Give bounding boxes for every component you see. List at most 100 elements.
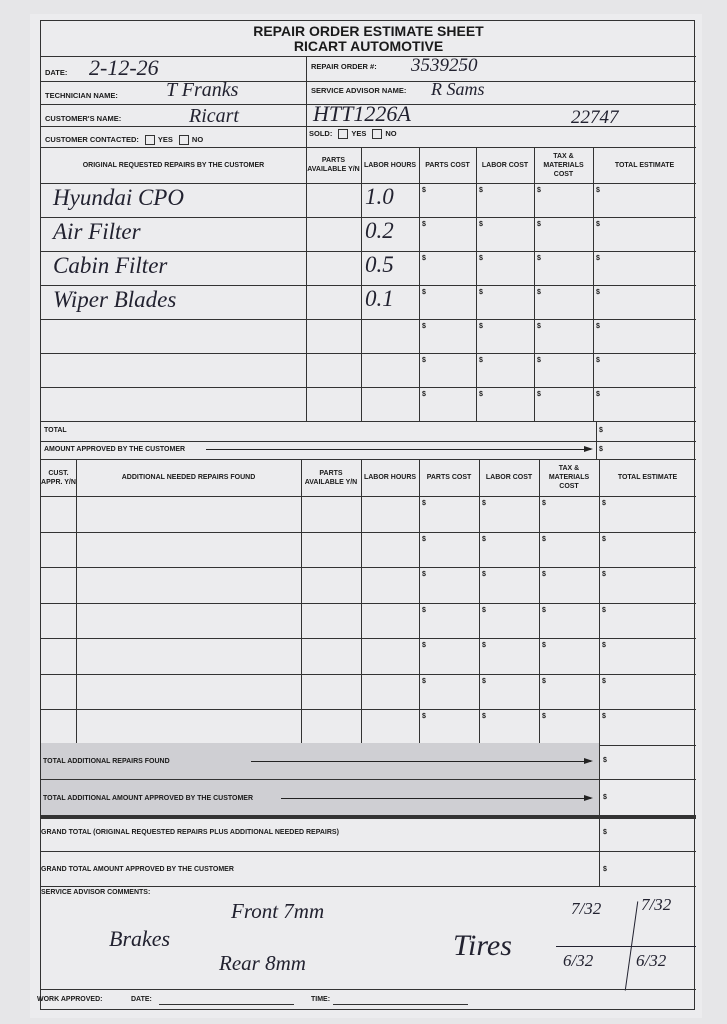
original-repair-item[interactable]: Hyundai CPO xyxy=(53,185,184,210)
labor-hours-cell[interactable]: 1.0 xyxy=(365,184,394,209)
additional-cost-cell[interactable]: $ xyxy=(422,606,426,614)
sold-yes-checkbox[interactable] xyxy=(338,129,349,140)
customer-name-field[interactable]: Ricart xyxy=(189,105,239,127)
additional-cost-cell[interactable]: $ xyxy=(422,642,426,649)
additional-cost-cell[interactable]: $ xyxy=(602,642,606,649)
original-repair-item[interactable]: Cabin Filter xyxy=(53,253,168,278)
additional-header-0: CUST. APPR. Y/N xyxy=(41,469,76,486)
additional-cost-cell[interactable]: $ xyxy=(422,571,426,578)
vehicle-id-field[interactable]: HTT1226A xyxy=(313,101,411,126)
amount-approved-value[interactable]: $ xyxy=(599,446,603,453)
original-row: $ $ $ $ xyxy=(41,387,696,421)
contacted-no-checkbox[interactable] xyxy=(178,135,189,146)
original-cost-cell[interactable]: $ xyxy=(422,357,426,364)
original-repair-item[interactable]: Air Filter xyxy=(53,219,141,244)
original-cost-cell[interactable]: $ xyxy=(596,391,600,398)
original-header-1: PARTS AVAILABLE Y/N xyxy=(307,157,360,173)
technician-field[interactable]: T Franks xyxy=(166,79,239,101)
original-header-5: TAX & MATERIALS COST xyxy=(543,152,584,178)
additional-cost-cell[interactable]: $ xyxy=(602,500,606,507)
additional-row: $ $ $ $ xyxy=(41,603,696,639)
labor-hours-cell[interactable]: 0.5 xyxy=(365,252,394,277)
original-cost-cell[interactable]: $ xyxy=(537,255,541,262)
paper-sheet xyxy=(30,14,702,1018)
additional-cost-cell[interactable]: $ xyxy=(422,713,426,720)
additional-cost-cell[interactable]: $ xyxy=(542,500,546,507)
original-cost-cell[interactable]: $ xyxy=(479,391,483,398)
additional-cost-cell[interactable]: $ xyxy=(542,571,546,578)
additional-cost-cell[interactable]: $ xyxy=(542,606,546,614)
original-total-value[interactable]: $ xyxy=(599,427,603,434)
original-cost-cell[interactable]: $ xyxy=(479,255,483,262)
contacted-yes-checkbox[interactable] xyxy=(144,135,155,146)
additional-cost-cell[interactable]: $ xyxy=(542,713,546,720)
original-cost-cell[interactable]: $ xyxy=(479,289,483,296)
service-advisor-field[interactable]: R Sams xyxy=(431,79,485,99)
original-cost-cell[interactable]: $ xyxy=(537,323,541,330)
repair-order-label: REPAIR ORDER #: xyxy=(311,62,377,71)
labor-hours-cell[interactable]: 0.1 xyxy=(365,286,394,311)
customer-contacted-label: CUSTOMER CONTACTED: YES NO xyxy=(45,135,204,146)
original-cost-cell[interactable]: $ xyxy=(537,357,541,364)
additional-cost-cell[interactable]: $ xyxy=(482,677,486,685)
additional-cost-cell[interactable]: $ xyxy=(482,642,486,649)
total-additional-value[interactable]: $ xyxy=(603,757,607,764)
additional-cost-cell[interactable]: $ xyxy=(602,535,606,543)
original-header-2: LABOR HOURS xyxy=(363,161,417,169)
date-field[interactable]: 2-12-26 xyxy=(89,55,159,80)
original-cost-cell[interactable]: $ xyxy=(596,289,600,296)
original-cost-cell[interactable]: $ xyxy=(422,391,426,398)
additional-cost-cell[interactable]: $ xyxy=(602,571,606,578)
original-cost-cell[interactable]: $ xyxy=(422,289,426,296)
additional-cost-cell[interactable]: $ xyxy=(422,535,426,543)
original-cost-cell[interactable]: $ xyxy=(596,323,600,330)
additional-cost-cell[interactable]: $ xyxy=(422,677,426,685)
original-cost-cell[interactable]: $ xyxy=(537,289,541,296)
original-repair-item[interactable]: Wiper Blades xyxy=(53,287,177,312)
comment-brakes: Brakes xyxy=(109,926,171,951)
total-additional-label: TOTAL ADDITIONAL REPAIRS FOUND xyxy=(43,758,170,765)
additional-cost-cell[interactable]: $ xyxy=(482,571,486,578)
additional-cost-cell[interactable]: $ xyxy=(602,677,606,685)
additional-row: $ $ $ $ xyxy=(41,709,696,745)
original-cost-cell[interactable]: $ xyxy=(596,357,600,364)
original-header-4: LABOR COST xyxy=(481,161,529,169)
original-cost-cell[interactable]: $ xyxy=(596,255,600,262)
additional-cost-cell[interactable]: $ xyxy=(422,500,426,507)
repair-order-field[interactable]: 3539250 xyxy=(411,55,478,76)
original-cost-cell[interactable]: $ xyxy=(422,255,426,262)
grand-total-label: GRAND TOTAL (Original requested repairs … xyxy=(41,829,339,836)
additional-cost-cell[interactable]: $ xyxy=(482,713,486,720)
technician-label: TECHNICIAN NAME: xyxy=(45,91,118,100)
original-cost-cell[interactable]: $ xyxy=(596,221,600,228)
total-additional-approved-value[interactable]: $ xyxy=(603,794,607,801)
additional-cost-cell[interactable]: $ xyxy=(482,500,486,507)
original-cost-cell[interactable]: $ xyxy=(479,323,483,330)
date-label: DATE: xyxy=(45,68,68,77)
additional-cost-cell[interactable]: $ xyxy=(542,535,546,543)
additional-cost-cell[interactable]: $ xyxy=(482,606,486,614)
original-row: $ $ $ $ xyxy=(41,319,696,353)
original-cost-cell[interactable]: $ xyxy=(479,221,483,228)
additional-cost-cell[interactable]: $ xyxy=(482,535,486,543)
labor-hours-cell[interactable]: 0.2 xyxy=(365,218,394,243)
original-cost-cell[interactable]: $ xyxy=(537,391,541,398)
date-approved-label: DATE: xyxy=(131,996,152,1003)
mileage-field[interactable]: 22747 xyxy=(571,107,619,128)
additional-cost-cell[interactable]: $ xyxy=(602,713,606,720)
original-cost-cell[interactable]: $ xyxy=(479,187,483,194)
original-cost-cell[interactable]: $ xyxy=(422,323,426,330)
additional-cost-cell[interactable]: $ xyxy=(602,606,606,614)
original-cost-cell[interactable]: $ xyxy=(479,357,483,364)
original-cost-cell[interactable]: $ xyxy=(596,187,600,194)
original-cost-cell[interactable]: $ xyxy=(422,221,426,228)
grand-total-value[interactable]: $ xyxy=(603,829,607,836)
additional-cost-cell[interactable]: $ xyxy=(542,677,546,685)
original-cost-cell[interactable]: $ xyxy=(537,187,541,194)
sold-no-checkbox[interactable] xyxy=(372,129,383,140)
additional-cost-cell[interactable]: $ xyxy=(542,642,546,649)
total-additional-approved-label: TOTAL ADDITIONAL AMOUNT APPROVED BY THE … xyxy=(43,795,254,802)
original-cost-cell[interactable]: $ xyxy=(422,187,426,194)
grand-total-approved-value[interactable]: $ xyxy=(603,866,607,873)
original-cost-cell[interactable]: $ xyxy=(537,221,541,228)
